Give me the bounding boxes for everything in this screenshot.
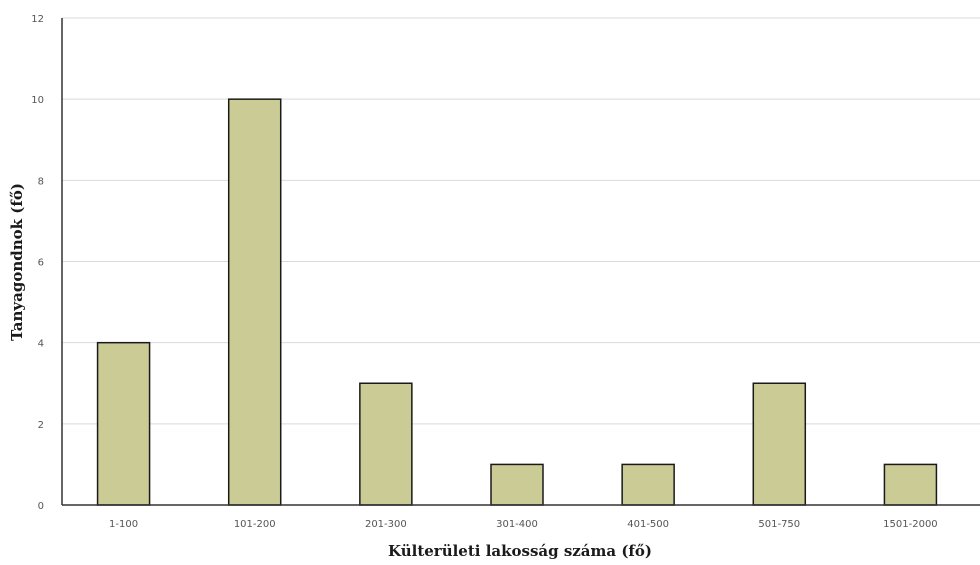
bars (96, 98, 938, 506)
y-axis-title: Tanyagondnok (fő) (8, 183, 26, 341)
x-tick-labels: 1-100 101-200 201-300 301-400 401-500 501-750… (109, 519, 938, 530)
grid-lines (62, 17, 980, 425)
y-tick-labels: 0 2 4 6 8 10 12 (31, 14, 44, 512)
x-tick-label: 1-100 (109, 519, 138, 530)
y-tick-label: 2 (38, 420, 44, 431)
bar (96, 341, 151, 506)
bar (359, 382, 413, 506)
x-tick-label: 201-300 (365, 519, 407, 530)
y-tick-label: 6 (38, 258, 44, 269)
y-tick-label: 8 (38, 176, 44, 187)
bar (883, 463, 938, 506)
bar (227, 98, 282, 506)
y-tick-label: 4 (38, 339, 44, 350)
x-tick-label: 1501-2000 (883, 519, 938, 530)
x-axis-title: Külterületi lakosság száma (fő) (388, 542, 652, 560)
y-tick-label: 10 (31, 95, 44, 106)
x-tick-label: 401-500 (627, 519, 669, 530)
y-tick-label: 12 (31, 14, 44, 25)
bar (752, 382, 807, 506)
x-tick-label: 301-400 (496, 519, 538, 530)
x-tick-label: 501-750 (758, 519, 800, 530)
bar (490, 463, 544, 506)
y-tick-label: 0 (38, 501, 44, 512)
bar (621, 463, 675, 506)
x-tick-label: 101-200 (234, 519, 276, 530)
